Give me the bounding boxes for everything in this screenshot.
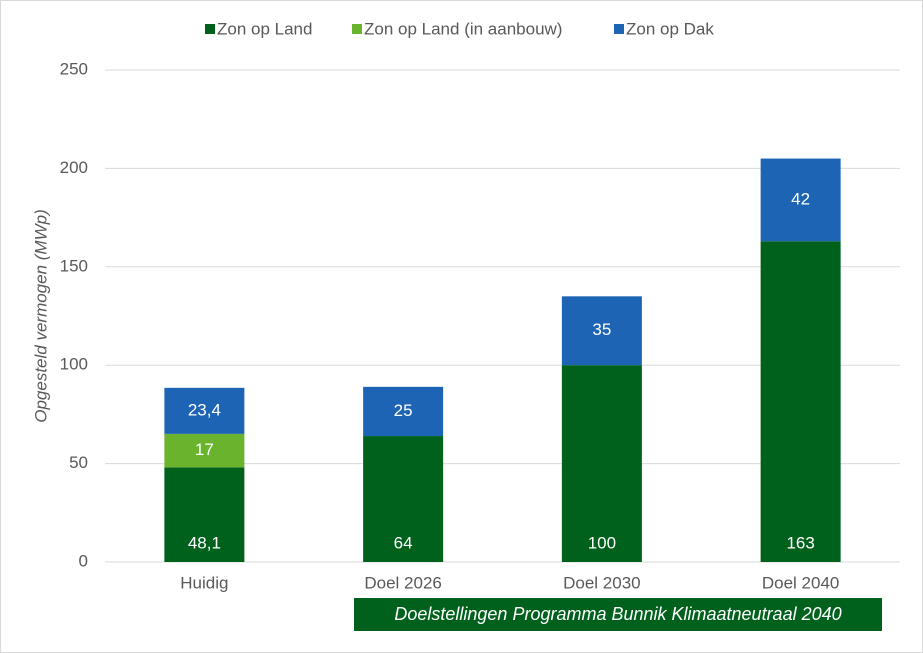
legend-swatch — [352, 24, 362, 34]
y-axis-label: Opgesteld vermogen (MWp) — [31, 209, 50, 423]
legend-swatch — [614, 24, 624, 34]
y-tick-label: 50 — [69, 453, 88, 472]
annotation: Doelstellingen Programma Bunnik Klimaatn… — [394, 604, 841, 624]
legend-label: Zon op Dak — [626, 19, 714, 38]
y-tick-label: 0 — [79, 551, 88, 570]
y-tick-label: 200 — [60, 158, 88, 177]
data-label: 48,1 — [188, 533, 221, 552]
annotation-box — [354, 598, 882, 631]
data-label: 17 — [195, 440, 214, 459]
data-label: 163 — [786, 533, 814, 552]
data-label: 23,4 — [188, 400, 221, 419]
x-tick-label: Huidig — [180, 573, 228, 592]
x-tick-label: Doel 2040 — [762, 573, 840, 592]
bar-segment — [561, 296, 642, 366]
legend-label: Zon op Land — [217, 19, 312, 38]
bar-segment — [164, 387, 245, 434]
y-tick-label: 100 — [60, 355, 88, 374]
x-tick-label: Doel 2030 — [563, 573, 641, 592]
data-label: 25 — [394, 401, 413, 420]
bar-segment — [363, 436, 444, 562]
y-tick-label: 150 — [60, 256, 88, 275]
bar-segment — [363, 386, 444, 437]
y-tick-label: 250 — [60, 59, 88, 78]
bar-segment — [164, 433, 245, 468]
bar-segment — [760, 241, 841, 562]
data-label: 64 — [394, 533, 413, 552]
bar-segment — [164, 467, 245, 562]
data-label: 100 — [588, 533, 616, 552]
legend-swatch — [205, 24, 215, 34]
data-label: 35 — [592, 320, 611, 339]
legend-label: Zon op Land (in aanbouw) — [364, 19, 562, 38]
data-label: 42 — [791, 189, 810, 208]
bar-segment — [760, 158, 841, 242]
bar-segment — [561, 365, 642, 562]
x-tick-label: Doel 2026 — [364, 573, 442, 592]
